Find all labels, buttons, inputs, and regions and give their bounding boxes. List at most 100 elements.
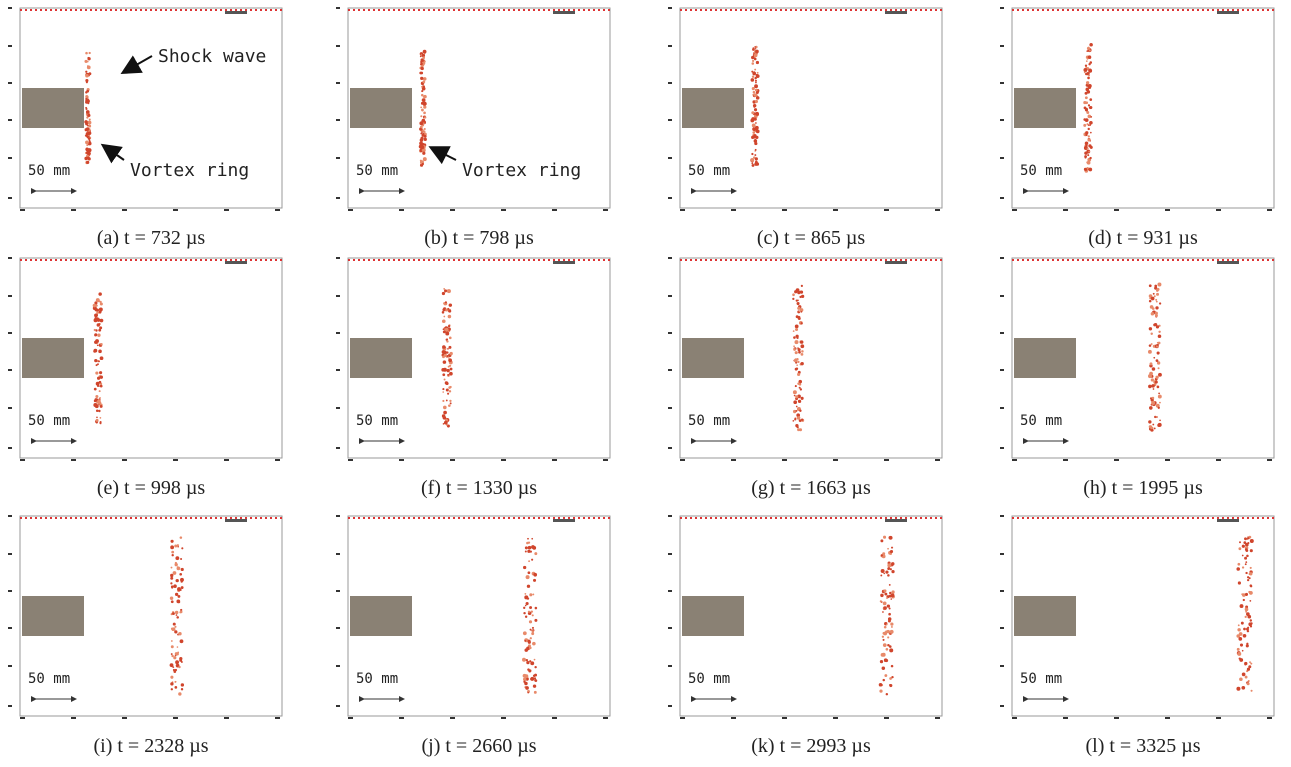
particle	[534, 618, 538, 622]
particle	[443, 378, 446, 381]
particle	[448, 358, 453, 363]
particle	[1241, 685, 1246, 690]
scale-label: 50 mm	[28, 671, 70, 687]
particle	[886, 623, 888, 626]
particle	[441, 368, 445, 372]
particle	[1239, 658, 1244, 662]
particle	[1087, 135, 1090, 138]
particle	[754, 76, 757, 80]
particle	[529, 637, 532, 640]
particle	[1088, 49, 1091, 52]
particle	[754, 47, 757, 50]
particle	[93, 387, 97, 391]
particle	[443, 315, 446, 318]
particle	[1237, 562, 1241, 566]
particle	[1086, 46, 1090, 50]
caption: (e) t = 998 µs	[97, 477, 206, 499]
particle	[1158, 392, 1161, 395]
particle	[176, 566, 179, 568]
particle	[1151, 367, 1156, 371]
particle	[754, 125, 759, 130]
particle	[88, 150, 91, 154]
panel-frame	[347, 257, 611, 459]
panel-frame	[679, 257, 943, 459]
particle	[94, 404, 99, 408]
particle	[169, 663, 174, 668]
particle	[1249, 566, 1252, 569]
particle	[755, 162, 760, 166]
panel-frame	[679, 515, 943, 717]
particle	[793, 348, 796, 351]
top-tag	[885, 261, 907, 264]
particle	[95, 371, 99, 375]
particle	[84, 120, 88, 124]
particle	[446, 368, 450, 373]
particle	[181, 578, 183, 581]
particle	[93, 349, 97, 353]
panel: 50 mm (j) t = 2660 µs	[336, 515, 611, 757]
particle	[171, 654, 174, 658]
particle	[886, 604, 891, 608]
particle	[1153, 322, 1158, 327]
particle	[180, 557, 183, 561]
particle	[754, 68, 757, 71]
particle	[1090, 131, 1092, 134]
particle	[800, 353, 804, 356]
particle	[1157, 406, 1160, 409]
particle	[882, 638, 885, 641]
particle	[1246, 554, 1249, 558]
particle	[1089, 42, 1093, 47]
particle	[1083, 68, 1088, 72]
particle	[447, 348, 449, 350]
particle	[442, 399, 445, 403]
particle	[1085, 87, 1089, 92]
particle	[181, 547, 184, 550]
particle	[98, 380, 102, 384]
particle	[171, 554, 174, 557]
particle	[751, 55, 754, 59]
particle	[449, 385, 452, 389]
particle	[175, 556, 180, 561]
particle	[889, 549, 894, 554]
particle	[800, 361, 804, 366]
particle	[753, 108, 758, 112]
particle	[527, 610, 531, 613]
particle	[888, 583, 891, 586]
particle	[1249, 549, 1253, 553]
particle	[170, 645, 174, 649]
cylinder	[22, 88, 84, 128]
particle	[755, 90, 759, 94]
particle	[170, 576, 174, 580]
cylinder	[22, 338, 84, 378]
particle	[1086, 111, 1090, 115]
particle	[890, 625, 893, 628]
panel: 50 mm (b) t = 798 µs Vortex ring	[336, 7, 611, 249]
scale-label: 50 mm	[688, 163, 730, 179]
caption: (h) t = 1995 µs	[1083, 477, 1203, 499]
particle	[525, 658, 529, 662]
particle	[1242, 633, 1247, 638]
particle	[180, 688, 184, 691]
particle	[522, 631, 527, 636]
particle	[534, 673, 538, 677]
particle	[887, 636, 890, 639]
panel-frame	[1011, 515, 1275, 717]
particle	[423, 111, 426, 115]
particle	[176, 646, 179, 648]
particle	[527, 549, 531, 553]
particle	[1087, 76, 1090, 80]
panel: 50 mm (g) t = 1663 µs	[668, 257, 943, 499]
particle	[883, 606, 887, 610]
particle	[754, 46, 756, 48]
particle	[523, 565, 527, 570]
particle	[179, 536, 183, 539]
top-tag	[553, 11, 575, 14]
particle	[751, 111, 755, 115]
particle	[752, 131, 756, 134]
particle	[879, 660, 884, 664]
particle	[1086, 160, 1091, 165]
particle	[420, 76, 424, 81]
particle	[98, 292, 102, 296]
particle	[171, 586, 174, 589]
particle	[753, 57, 757, 61]
